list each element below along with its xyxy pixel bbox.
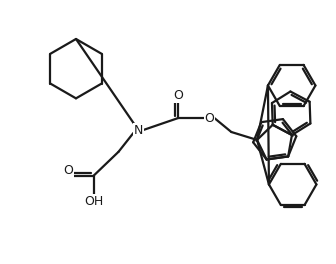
Text: O: O [63, 164, 73, 177]
Text: OH: OH [84, 195, 103, 208]
Text: N: N [134, 124, 143, 136]
Text: O: O [205, 112, 214, 125]
Text: O: O [173, 89, 183, 102]
